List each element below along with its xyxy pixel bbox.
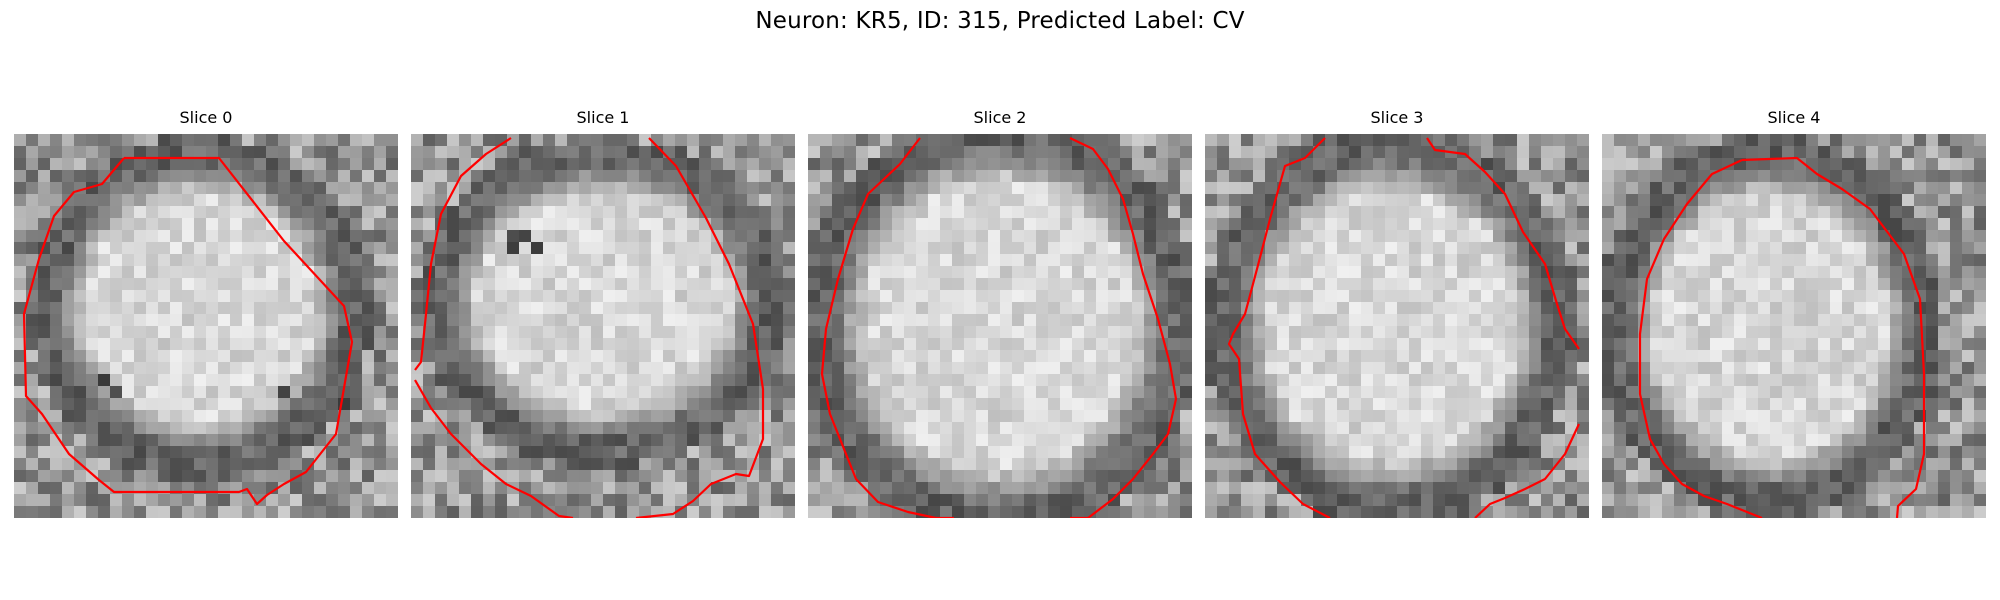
contour-line-2-left — [820, 137, 954, 518]
contour-line-3-topright — [1426, 137, 1580, 350]
contour-line-4-main — [1741, 156, 1926, 518]
contour-line-3-left — [1227, 137, 1331, 518]
contour-line-1-right — [635, 137, 765, 518]
slice-svg-1 — [411, 134, 795, 518]
slice-svg-0 — [14, 134, 398, 518]
slice-image-1 — [411, 134, 795, 518]
contour-line-1-left — [414, 137, 512, 371]
slice-title-0: Slice 0 — [179, 108, 233, 127]
contour-line-4-left — [1638, 159, 1763, 518]
slice-image-3 — [1205, 134, 1589, 518]
contour-line-3-bottomright — [1474, 423, 1580, 518]
slice-image-2 — [808, 134, 1192, 518]
slice-image-0 — [14, 134, 398, 518]
slice-title-3: Slice 3 — [1370, 108, 1424, 127]
slice-svg-3 — [1205, 134, 1589, 518]
contour-line-0 — [22, 156, 354, 506]
slice-title-1: Slice 1 — [576, 108, 630, 127]
slice-svg-2 — [808, 134, 1192, 518]
slice-image-4 — [1602, 134, 1986, 518]
slice-svg-4 — [1602, 134, 1986, 518]
slice-title-2: Slice 2 — [973, 108, 1027, 127]
contour-line-1-bottom — [414, 379, 574, 518]
contour-line-2-right — [1069, 137, 1178, 518]
slice-title-4: Slice 4 — [1767, 108, 1821, 127]
figure-title: Neuron: KR5, ID: 315, Predicted Label: C… — [755, 8, 1245, 34]
